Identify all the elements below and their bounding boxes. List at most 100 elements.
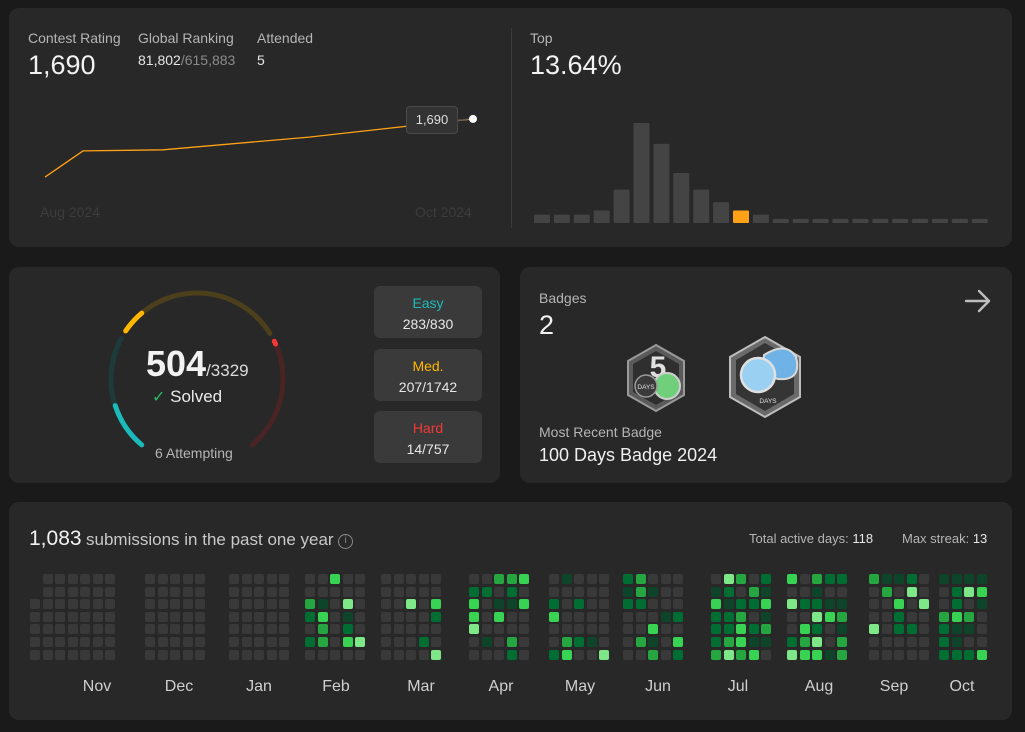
heatmap-cell[interactable] — [418, 574, 429, 584]
heatmap-cell[interactable] — [67, 586, 78, 597]
heatmap-cell[interactable] — [673, 574, 683, 584]
heatmap-cell[interactable] — [355, 624, 365, 635]
heatmap-cell[interactable] — [182, 611, 193, 622]
heatmap-cell[interactable] — [266, 586, 277, 597]
heatmap-cell[interactable] — [894, 637, 904, 647]
histogram-bar[interactable] — [872, 218, 889, 223]
heatmap-cell[interactable] — [623, 624, 633, 635]
heatmap-cell[interactable] — [157, 649, 168, 660]
heatmap-cell[interactable] — [964, 637, 974, 647]
heatmap-cell[interactable] — [894, 599, 904, 610]
heatmap-cell[interactable] — [919, 624, 929, 635]
heatmap-cell[interactable] — [67, 599, 78, 610]
heatmap-cell[interactable] — [787, 599, 797, 610]
heatmap-cell[interactable] — [355, 574, 365, 584]
histogram-bar[interactable] — [653, 143, 670, 223]
heatmap-cell[interactable] — [494, 586, 504, 597]
heatmap-cell[interactable] — [812, 624, 822, 635]
heatmap-cell[interactable] — [381, 586, 391, 597]
heatmap-cell[interactable] — [481, 599, 492, 610]
heatmap-cell[interactable] — [787, 586, 797, 597]
heatmap-cell[interactable] — [254, 637, 264, 647]
heatmap-cell[interactable] — [481, 624, 492, 635]
heatmap-cell[interactable] — [145, 624, 155, 635]
heatmap-cell[interactable] — [919, 586, 929, 597]
heatmap-cell[interactable] — [418, 611, 429, 622]
heatmap-cell[interactable] — [254, 624, 264, 635]
heatmap-cell[interactable] — [469, 624, 479, 635]
heatmap-cell[interactable] — [406, 599, 416, 610]
heatmap-cell[interactable] — [254, 599, 264, 610]
heatmap-cell[interactable] — [157, 599, 168, 610]
heatmap-cell[interactable] — [254, 574, 264, 584]
heatmap-cell[interactable] — [711, 599, 721, 610]
heatmap-cell[interactable] — [599, 624, 609, 635]
heatmap-cell[interactable] — [623, 586, 633, 597]
heatmap-cell[interactable] — [869, 586, 879, 597]
heatmap-cell[interactable] — [951, 586, 962, 597]
heatmap-cell[interactable] — [673, 649, 683, 660]
heatmap-cell[interactable] — [881, 586, 892, 597]
heatmap-cell[interactable] — [711, 649, 721, 660]
heatmap-cell[interactable] — [229, 649, 239, 660]
heatmap-cell[interactable] — [195, 574, 205, 584]
heatmap-cell[interactable] — [799, 586, 810, 597]
heatmap-cell[interactable] — [241, 649, 252, 660]
heatmap-cell[interactable] — [976, 611, 987, 622]
heatmap-cell[interactable] — [305, 574, 315, 584]
heatmap-cell[interactable] — [481, 649, 492, 660]
heatmap-cell[interactable] — [157, 624, 168, 635]
heatmap-cell[interactable] — [431, 611, 441, 622]
heatmap-cell[interactable] — [711, 624, 721, 635]
heatmap-cell[interactable] — [894, 649, 904, 660]
heatmap-cell[interactable] — [342, 624, 353, 635]
heatmap-cell[interactable] — [787, 611, 797, 622]
heatmap-cell[interactable] — [30, 611, 40, 622]
heatmap-cell[interactable] — [660, 599, 671, 610]
heatmap-cell[interactable] — [80, 574, 90, 584]
heatmap-cell[interactable] — [195, 624, 205, 635]
heatmap-cell[interactable] — [549, 586, 559, 597]
heatmap-cell[interactable] — [574, 586, 584, 597]
heatmap-cell[interactable] — [561, 599, 572, 610]
heatmap-cell[interactable] — [881, 637, 892, 647]
heatmap-cell[interactable] — [42, 574, 53, 584]
heatmap-cell[interactable] — [55, 586, 65, 597]
heatmap-cell[interactable] — [964, 586, 974, 597]
heatmap-cell[interactable] — [105, 649, 115, 660]
heatmap-cell[interactable] — [92, 586, 103, 597]
histogram-bar[interactable] — [733, 210, 749, 224]
heatmap-cell[interactable] — [105, 611, 115, 622]
heatmap-cell[interactable] — [170, 611, 180, 622]
info-icon[interactable]: i — [338, 534, 354, 549]
heatmap-cell[interactable] — [549, 649, 559, 660]
heatmap-cell[interactable] — [266, 637, 277, 647]
heatmap-cell[interactable] — [574, 624, 584, 635]
heatmap-cell[interactable] — [241, 574, 252, 584]
heatmap-cell[interactable] — [182, 637, 193, 647]
heatmap-cell[interactable] — [787, 574, 797, 584]
heatmap-cell[interactable] — [342, 574, 353, 584]
heatmap-cell[interactable] — [406, 586, 416, 597]
heatmap-cell[interactable] — [80, 611, 90, 622]
heatmap-cell[interactable] — [30, 599, 40, 610]
heatmap-cell[interactable] — [266, 599, 277, 610]
heatmap-cell[interactable] — [406, 574, 416, 584]
heatmap-cell[interactable] — [418, 586, 429, 597]
heatmap-cell[interactable] — [266, 611, 277, 622]
heatmap-cell[interactable] — [837, 624, 847, 635]
heatmap-cell[interactable] — [305, 586, 315, 597]
heatmap-cell[interactable] — [586, 586, 597, 597]
heatmap-cell[interactable] — [951, 611, 962, 622]
heatmap-cell[interactable] — [330, 637, 340, 647]
heatmap-cell[interactable] — [481, 586, 492, 597]
heatmap-cell[interactable] — [761, 586, 771, 597]
histogram-bar[interactable] — [633, 123, 650, 223]
heatmap-cell[interactable] — [55, 637, 65, 647]
histogram-bar[interactable] — [792, 218, 809, 223]
heatmap-cell[interactable] — [229, 599, 239, 610]
heatmap-cell[interactable] — [157, 574, 168, 584]
heatmap-cell[interactable] — [42, 649, 53, 660]
heatmap-cell[interactable] — [30, 637, 40, 647]
heatmap-cell[interactable] — [170, 574, 180, 584]
